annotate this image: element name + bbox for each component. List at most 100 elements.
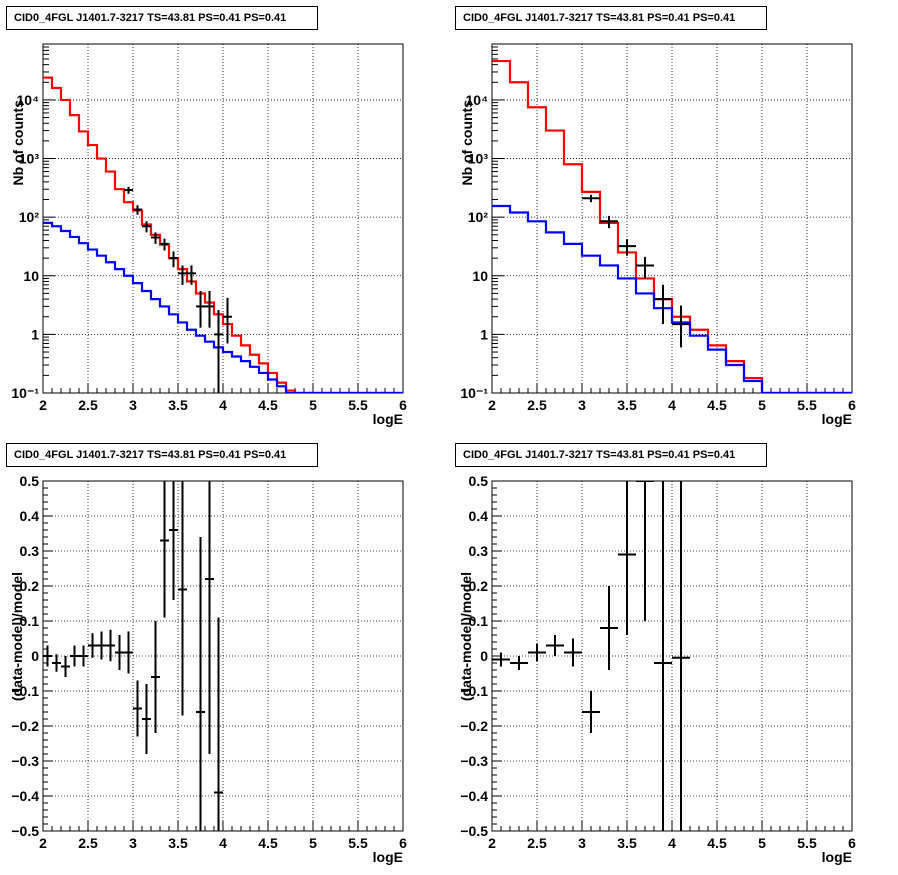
data-point [600, 215, 618, 229]
data-point [600, 586, 618, 670]
y-axis-label: (data-model)/model [458, 572, 474, 701]
plot-title: CID0_4FGL J1401.7-3217 TS=43.81 PS=0.41 … [6, 6, 318, 30]
data-point [124, 631, 133, 674]
data-point [672, 481, 690, 831]
y-tick-label: −0.1 [11, 683, 39, 699]
y-tick-label: −0.4 [460, 788, 488, 804]
data-point [169, 481, 178, 600]
data-point [223, 297, 232, 344]
y-tick-label: 10⁴ [466, 92, 489, 108]
data-point [106, 629, 115, 662]
y-tick-label: 0.5 [469, 473, 489, 489]
x-tick-label: 5.5 [797, 835, 817, 851]
data-point [133, 205, 142, 215]
data-point [546, 635, 564, 656]
counts-plot-right: 2 2.5 3 3.5 4 4.5 5 5.5 6 10⁻¹ 1 10 10² 10³ 10⁴ logE Nb … [449, 0, 898, 437]
x-tick-label: 4 [219, 835, 227, 851]
data-point [142, 684, 151, 754]
data-point [196, 290, 205, 328]
data-point [205, 481, 214, 754]
x-tick-label: 2 [39, 397, 47, 413]
plot-title: CID0_4FGL J1401.7-3217 TS=43.81 PS=0.41 … [455, 443, 767, 467]
data-point [124, 186, 133, 194]
data-point [672, 305, 690, 348]
model-total-histogram [43, 76, 403, 393]
y-tick-label: 0.2 [20, 578, 40, 594]
x-tick-label: 2.5 [527, 835, 547, 851]
residuals-plot-right: 2 2.5 3 3.5 4 4.5 5 5.5 6 −0.5 −0.4 −0.3 −0.2 −0.1 0 0.… [449, 437, 898, 875]
x-tick-label: 5 [758, 397, 766, 413]
y-tick-label: 10³ [19, 151, 40, 167]
data-point [151, 232, 160, 244]
data-point [654, 284, 672, 325]
data-point [97, 631, 106, 660]
data-point [528, 643, 546, 662]
data-point [88, 633, 97, 658]
y-tick-label: 10³ [468, 151, 489, 167]
y-tick-label: 10² [19, 209, 40, 225]
x-tick-label: 5 [309, 835, 317, 851]
x-tick-label: 4.5 [707, 835, 727, 851]
y-tick-label: 10⁴ [17, 92, 40, 108]
x-tick-label: 3 [578, 397, 586, 413]
x-tick-label: 3.5 [168, 835, 188, 851]
x-tick-label: 4 [219, 397, 227, 413]
data-point [582, 194, 600, 203]
chart-svg: 2 2.5 3 3.5 4 4.5 5 5.5 6 −0.5 −0.4 −0.3 −0.2 −0.1 0 0.… [9, 473, 407, 865]
x-axis-label: logE [822, 849, 852, 865]
y-tick-label: 0.3 [469, 543, 489, 559]
data-point [61, 656, 70, 677]
y-tick-label: −0.3 [460, 753, 488, 769]
x-tick-label: 3 [129, 835, 137, 851]
data-point [510, 656, 528, 670]
y-tick-label: −0.4 [11, 788, 39, 804]
y-tick-label: −0.1 [460, 683, 488, 699]
grid [42, 44, 404, 394]
data-point [142, 221, 151, 233]
grid [491, 44, 853, 394]
y-tick-label: 0.4 [20, 508, 40, 524]
data-point [178, 265, 187, 285]
x-tick-label: 6 [399, 835, 407, 851]
y-tick-label: −0.2 [11, 718, 39, 734]
y-tick-label: 0 [480, 648, 488, 664]
y-tick-label: 0.1 [20, 613, 40, 629]
data-point [582, 691, 600, 733]
data-point [214, 310, 223, 393]
x-tick-label: 4.5 [707, 397, 727, 413]
y-tick-label: −0.5 [11, 823, 39, 839]
x-tick-label: 2.5 [527, 397, 547, 413]
y-axis-label: Nb of counts [459, 100, 475, 186]
chart-svg: 2 2.5 3 3.5 4 4.5 5 5.5 6 10⁻¹ 1 10 10² 10³ 10⁴ logE Nb … [459, 43, 856, 427]
x-axis-label: logE [373, 411, 403, 427]
axis-ticks [491, 480, 853, 832]
x-tick-label: 3 [578, 835, 586, 851]
y-tick-label: 0.5 [20, 473, 40, 489]
model-background-histogram [43, 221, 403, 393]
data-point [43, 645, 52, 667]
y-axis-label: Nb of counts [10, 100, 26, 186]
x-tick-label: 4 [668, 835, 676, 851]
x-tick-label: 5 [758, 835, 766, 851]
data-point [205, 290, 214, 328]
x-tick-label: 5.5 [348, 835, 368, 851]
data-point [618, 481, 636, 635]
x-tick-label: 6 [848, 397, 856, 413]
chart-svg: 2 2.5 3 3.5 4 4.5 5 5.5 6 10⁻¹ 1 10 10² 10³ 10⁴ logE Nb … [10, 43, 407, 427]
counts-plot-left: 2 2.5 3 3.5 4 4.5 5 5.5 6 10⁻¹ 1 10 10² 10³ 10⁴ logE Nb … [0, 0, 449, 437]
axis-ticks [42, 480, 404, 832]
residuals-plot-left: 2 2.5 3 3.5 4 4.5 5 5.5 6 −0.5 −0.4 −0.3 −0.2 −0.1 0 0.… [0, 437, 449, 875]
x-tick-label: 6 [848, 835, 856, 851]
data-point [160, 238, 169, 251]
y-tick-label: 0.1 [469, 613, 489, 629]
x-tick-label: 2 [488, 397, 496, 413]
y-tick-label: 10⁻¹ [11, 385, 39, 401]
y-tick-label: −0.2 [460, 718, 488, 734]
y-tick-label: 10 [472, 268, 488, 284]
plot-title: CID0_4FGL J1401.7-3217 TS=43.81 PS=0.41 … [6, 443, 318, 467]
y-tick-label: 0.3 [20, 543, 40, 559]
y-tick-label: 0 [31, 648, 39, 664]
x-axis-label: logE [822, 411, 852, 427]
x-tick-label: 5.5 [348, 397, 368, 413]
x-tick-label: 4.5 [258, 397, 278, 413]
